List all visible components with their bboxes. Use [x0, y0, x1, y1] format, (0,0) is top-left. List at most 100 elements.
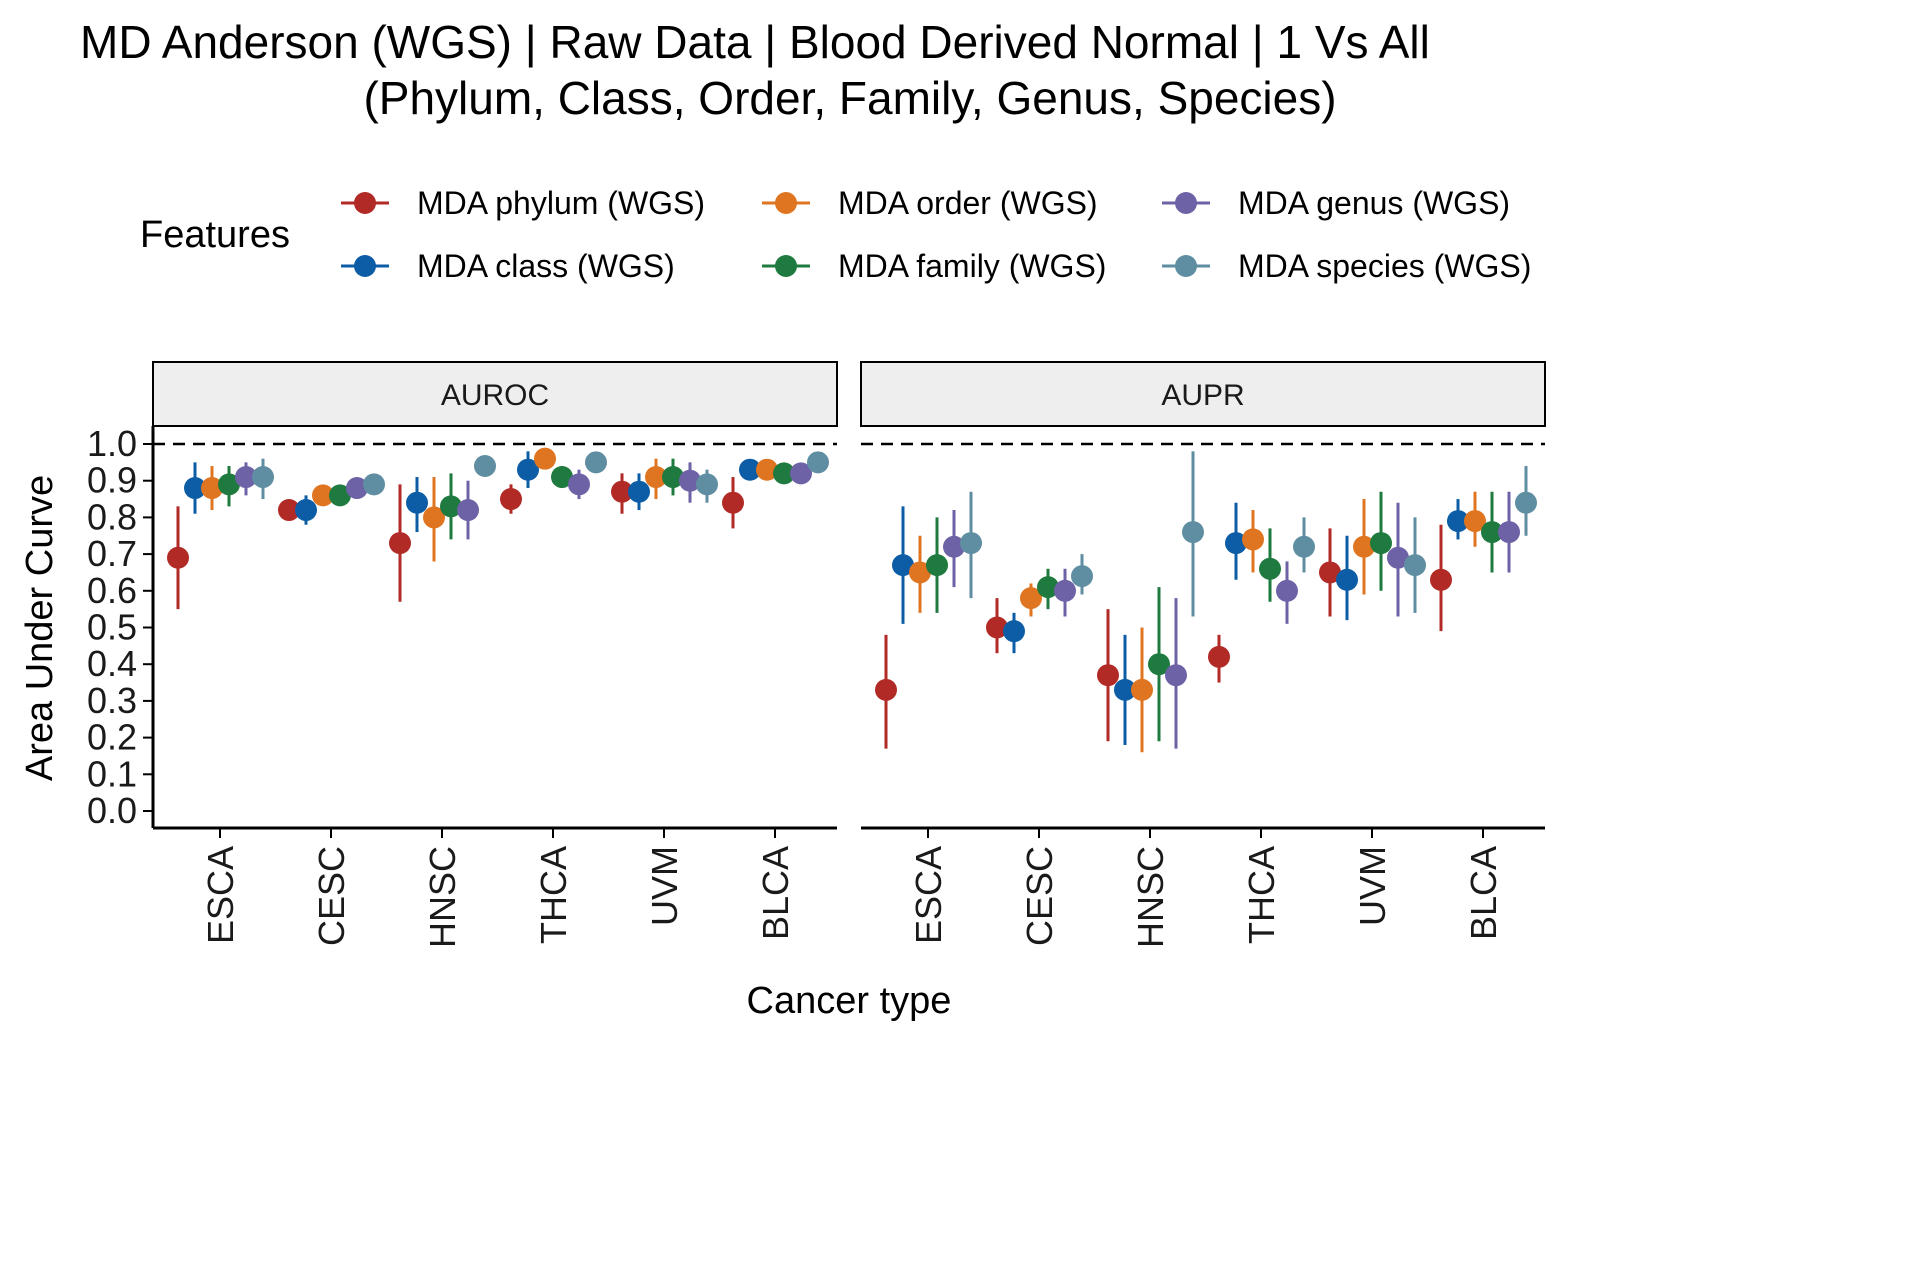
point-marker [1464, 510, 1486, 533]
point-marker [773, 462, 795, 485]
legend-item: MDA phylum (WGS) [341, 185, 705, 221]
data-point [500, 484, 522, 514]
point-marker [807, 451, 829, 474]
data-point [363, 473, 385, 496]
legend: Features MDA phylum (WGS) MDA class (WGS)… [140, 185, 1531, 284]
x-tick-label: HNSC [1130, 846, 1171, 948]
point-marker [423, 506, 445, 529]
data-point [1430, 524, 1452, 632]
chart: MD Anderson (WGS) | Raw Data | Blood Der… [19, 16, 1546, 1022]
point-marker [474, 455, 496, 478]
x-tick-label: UVM [1352, 846, 1393, 926]
data-point [960, 491, 982, 599]
data-point [1165, 598, 1187, 749]
data-point [201, 466, 223, 511]
facet-panel: AUPR ESCA CESC HNSC THCA UVM BLCA [860, 361, 1546, 948]
facet-strip [152, 361, 838, 427]
legend-key-point [354, 255, 376, 277]
data-point [1131, 627, 1153, 753]
data-point [875, 634, 897, 749]
point-marker [363, 473, 385, 496]
data-point [1498, 491, 1520, 573]
data-point [790, 462, 812, 485]
point-marker [679, 469, 701, 492]
x-tick-label: ESCA [908, 846, 949, 944]
point-marker [722, 491, 744, 514]
data-point [1225, 502, 1247, 580]
data-point [679, 462, 701, 503]
data-point [1037, 568, 1059, 610]
point-marker [1481, 521, 1503, 544]
y-axis-title: Area Under Curve [19, 475, 61, 781]
point-marker [1225, 532, 1247, 555]
plot-area: AUROC 0.00.10.20.30.40.50.60.70.80.91.0 ES… [87, 361, 1546, 948]
point-marker [585, 451, 607, 474]
legend-label: MDA order (WGS) [838, 185, 1098, 221]
legend-label: MDA class (WGS) [417, 248, 675, 284]
legend-item: MDA order (WGS) [762, 185, 1098, 221]
data-point [389, 484, 411, 602]
point-marker [875, 678, 897, 701]
point-marker [1353, 535, 1375, 558]
data-point [807, 451, 829, 474]
point-marker [1387, 546, 1409, 569]
point-marker [628, 480, 650, 503]
x-tick-label: UVM [644, 846, 685, 926]
data-point [1336, 535, 1358, 621]
point-marker [184, 477, 206, 500]
legend-key-point [1175, 192, 1197, 214]
legend-key-point [775, 255, 797, 277]
data-point [457, 480, 479, 540]
point-marker [1336, 568, 1358, 591]
point-marker [696, 473, 718, 496]
legend-key-point [775, 192, 797, 214]
legend-label: MDA genus (WGS) [1238, 185, 1510, 221]
data-point [1481, 491, 1503, 573]
legend-key-point [1175, 255, 1197, 277]
data-point [1319, 528, 1341, 617]
legend-label: MDA phylum (WGS) [417, 185, 705, 221]
point-marker [1054, 579, 1076, 602]
point-marker [1370, 532, 1392, 555]
data-point [1387, 502, 1409, 617]
point-marker [295, 499, 317, 522]
point-marker [329, 484, 351, 507]
point-marker [1404, 554, 1426, 577]
legend-item: MDA family (WGS) [762, 248, 1106, 284]
point-marker [1182, 521, 1204, 544]
x-tick-label: ESCA [200, 846, 241, 944]
x-axis-title: Cancer type [747, 980, 952, 1022]
point-marker [960, 532, 982, 555]
x-tick-label: THCA [1241, 846, 1282, 944]
data-point [534, 447, 556, 470]
data-point [926, 517, 948, 613]
data-point [1259, 528, 1281, 602]
point-marker [739, 458, 761, 481]
point-marker [1097, 664, 1119, 687]
data-point [645, 458, 667, 500]
point-marker [943, 535, 965, 558]
data-point [517, 451, 539, 489]
y-tick-label: 0.5 [87, 607, 137, 648]
data-point [1370, 491, 1392, 591]
point-marker [1131, 678, 1153, 701]
chart-title-line-2: (Phylum, Class, Order, Family, Genus, Sp… [363, 72, 1336, 124]
legend-item: MDA species (WGS) [1162, 248, 1531, 284]
point-marker [1319, 561, 1341, 584]
facet-panel: AUROC 0.00.10.20.30.40.50.60.70.80.91.0 ES… [87, 361, 838, 948]
data-point [1208, 634, 1230, 683]
data-point [722, 477, 744, 529]
y-tick-label: 0.3 [87, 680, 137, 721]
data-point [1148, 587, 1170, 742]
point-marker [389, 532, 411, 555]
point-marker [406, 491, 428, 514]
data-point [1293, 517, 1315, 573]
point-marker [611, 480, 633, 503]
y-tick-label: 0.6 [87, 570, 137, 611]
point-marker [892, 554, 914, 577]
point-marker [1020, 587, 1042, 610]
point-marker [201, 477, 223, 500]
point-marker [457, 499, 479, 522]
point-marker [790, 462, 812, 485]
point-marker [986, 616, 1008, 639]
